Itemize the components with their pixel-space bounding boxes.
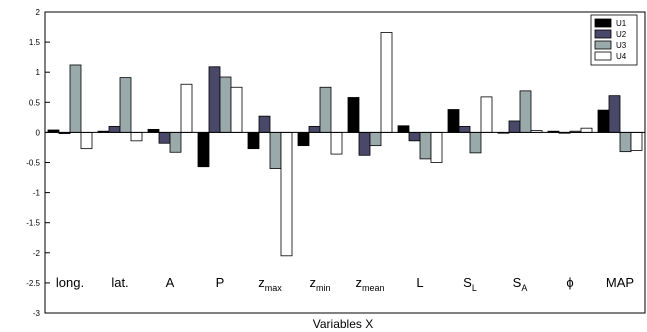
legend-swatch-u1 [594, 18, 612, 28]
legend: U1 U2 U3 U4 [590, 14, 638, 66]
bar-u4-11 [630, 131, 643, 151]
category-label: zmax [258, 275, 282, 293]
bar-u2-7 [408, 131, 421, 142]
bar-u1-3 [197, 131, 210, 168]
bar-u4-7 [430, 131, 443, 163]
bar-u1-5 [297, 131, 310, 147]
legend-swatch-u3 [594, 40, 612, 50]
bar-u3-8 [469, 131, 482, 154]
bar-u4-10 [580, 127, 593, 133]
category-label: SL [463, 275, 477, 293]
bar-u3-2 [169, 131, 182, 153]
bar-u4-2 [180, 83, 193, 133]
bar-u1-6 [347, 97, 360, 133]
bar-u3-9 [519, 90, 532, 133]
bar-u4-6 [380, 32, 393, 133]
bar-u2-3 [208, 66, 221, 133]
bar-u4-1 [130, 131, 143, 142]
category-label: A [166, 275, 175, 290]
legend-label-u3: U3 [616, 41, 627, 50]
legend-label-u1: U1 [616, 19, 627, 28]
bar-u3-7 [419, 131, 432, 160]
bar-u2-8 [458, 125, 471, 133]
y-tick-label: 1.5 [29, 38, 41, 47]
legend-label-u4: U4 [616, 52, 627, 61]
bar-u4-4 [280, 131, 293, 257]
category-label: zmin [309, 275, 330, 293]
y-axis: 2 1.5 1 0.5 0 -0.5 -1 -1.5 -2 -2.5 -3 [26, 8, 50, 318]
bar-u1-4 [247, 131, 260, 150]
category-label: ϕ [566, 275, 573, 290]
bar-u2-6 [358, 131, 371, 156]
bar-u1-7 [397, 125, 410, 133]
bar-u3-0 [69, 64, 82, 133]
bar-u4-3 [230, 86, 243, 133]
y-tick-label: -1 [33, 189, 41, 198]
bar-u3-1 [119, 77, 132, 133]
y-tick-label: 0.5 [29, 98, 41, 107]
bar-u3-4 [269, 131, 282, 169]
y-tick-label: -2 [33, 249, 41, 258]
bar-u2-11 [608, 95, 621, 133]
bar-u2-1 [108, 125, 121, 133]
bar-u2-4 [258, 115, 271, 133]
bars [47, 32, 643, 257]
y-tick-label: 0 [36, 128, 41, 137]
bar-u3-5 [319, 86, 332, 133]
plot-frame [44, 11, 646, 314]
legend-swatch-u2 [594, 29, 612, 39]
bar-u4-8 [480, 96, 493, 133]
category-label: zmean [355, 275, 384, 293]
category-label: long. [56, 275, 84, 290]
category-label: P [216, 275, 225, 290]
bar-u1-11 [597, 109, 610, 133]
bar-u4-5 [330, 131, 343, 155]
legend-swatch-u4 [594, 51, 612, 61]
bar-u1-8 [447, 109, 460, 133]
category-label: lat. [111, 275, 128, 290]
x-axis-label: Variables X [313, 317, 373, 331]
category-label: SA [513, 275, 528, 293]
y-tick-label: 1 [36, 68, 41, 77]
y-tick-label: -1.5 [26, 219, 40, 228]
bar-u2-5 [308, 125, 321, 133]
y-tick-label: -0.5 [26, 159, 40, 168]
category-label: L [416, 275, 423, 290]
bar-u2-9 [508, 120, 521, 133]
bar-u4-0 [80, 131, 93, 150]
bar-u3-3 [219, 76, 232, 133]
category-label: MAP [606, 275, 634, 290]
y-tick-label: 2 [36, 8, 41, 17]
legend-label-u2: U2 [616, 30, 627, 39]
bar-u2-2 [158, 131, 171, 144]
bar-u3-6 [369, 131, 382, 147]
y-tick-label: -3 [33, 309, 41, 318]
bar-u3-11 [619, 131, 632, 153]
y-tick-label: -2.5 [26, 279, 40, 288]
